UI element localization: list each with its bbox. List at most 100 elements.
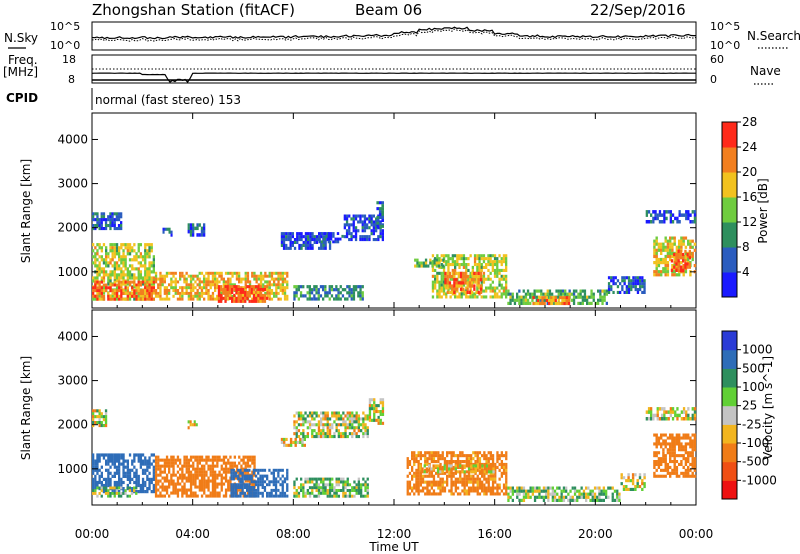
scatter-cell (551, 489, 554, 493)
scatter-cell (98, 415, 101, 419)
scatter-cell (241, 288, 245, 292)
scatter-cell (505, 483, 508, 487)
scatter-cell (472, 486, 475, 490)
scatter-cell (381, 201, 384, 205)
scatter-cell (152, 291, 155, 295)
scatter-cell (631, 487, 635, 491)
scatter-cell (286, 468, 289, 472)
scatter-cell (664, 474, 667, 478)
scatter-cell (233, 464, 236, 468)
scatter-cell (520, 301, 523, 305)
scatter-cell (625, 487, 628, 491)
scatter-cell (203, 291, 206, 295)
scatter-cell (662, 439, 665, 443)
colorbar-tick-label: 24 (742, 140, 757, 154)
scatter-cell (533, 498, 537, 502)
scatter-cell (189, 289, 193, 292)
scatter-cell (466, 284, 469, 288)
scatter-cell (348, 491, 352, 495)
scatter-cell (285, 232, 288, 236)
scatter-cell (582, 492, 586, 496)
scatter-cell (364, 486, 367, 490)
scatter-cell (613, 489, 617, 493)
scatter-cell (115, 468, 119, 472)
scatter-cell (194, 473, 197, 477)
scatter-cell (442, 286, 446, 290)
scatter-cell (189, 482, 193, 486)
scatter-cell (331, 489, 334, 492)
scatter-cell (685, 417, 688, 421)
scatter-cell (540, 489, 543, 493)
scatter-cell (207, 494, 210, 498)
scatter-cell (664, 439, 667, 443)
scatter-cell (198, 291, 201, 295)
scatter-cell (372, 226, 375, 230)
scatter-cell (120, 480, 123, 485)
scatter-cell (96, 471, 99, 475)
scatter-cell (333, 420, 336, 424)
scatter-cell (154, 476, 158, 480)
scatter-cell (542, 498, 546, 502)
scatter-cell (181, 470, 184, 474)
scatter-cell (324, 491, 327, 495)
scatter-cell (320, 423, 323, 427)
scatter-cell (357, 477, 360, 481)
scatter-cell (511, 292, 514, 296)
scatter-cell (663, 210, 666, 214)
scatter-cell (104, 421, 108, 425)
scatter-cell (494, 471, 497, 475)
scatter-cell (205, 289, 208, 292)
scatter-cell (453, 284, 456, 288)
scatter-cell (118, 483, 121, 488)
nsky-line (91, 26, 696, 40)
scatter-cell (205, 494, 208, 498)
scatter-cell (189, 280, 193, 284)
scatter-cell (277, 494, 280, 498)
scatter-cell (94, 252, 97, 256)
scatter-cell (478, 483, 482, 487)
scatter-cell (610, 276, 613, 280)
scatter-cell (485, 257, 488, 261)
scatter-cell (673, 468, 676, 472)
scatter-cell (442, 254, 446, 258)
scatter-cell (691, 451, 694, 455)
scatter-cell (505, 486, 508, 490)
scatter-cell (406, 486, 409, 490)
scatter-cell (300, 486, 303, 490)
scatter-cell (661, 413, 664, 418)
scatter-cell (666, 273, 670, 277)
scatter-cell (498, 268, 501, 272)
scatter-cell (689, 242, 692, 246)
scatter-cell (192, 233, 195, 237)
scatter-cell (92, 465, 95, 469)
scatter-cell (304, 494, 307, 498)
scatter-cell (424, 264, 428, 268)
scatter-cell (92, 289, 95, 293)
scatter-cell (216, 280, 219, 284)
scatter-cell (235, 277, 239, 281)
scatter-cell (144, 264, 147, 268)
scatter-cell (350, 297, 353, 301)
scatter-cell (252, 488, 255, 492)
scatter-cell (320, 477, 323, 481)
scatter-cell (432, 457, 436, 461)
scatter-cell (250, 486, 253, 489)
scatter-cell (328, 243, 332, 247)
scatter-cell (687, 407, 690, 411)
scatter-cell (297, 486, 301, 490)
scatter-cell (320, 435, 323, 439)
scatter-cell (476, 480, 479, 484)
scatter-cell (625, 479, 628, 483)
scatter-cell (144, 252, 147, 256)
scatter-cell (691, 417, 694, 421)
scatter-cell (350, 288, 353, 292)
scatter-cell (377, 404, 380, 408)
scatter-cell (589, 489, 592, 493)
scatter-cell (502, 257, 506, 261)
scatter-cell (122, 468, 125, 472)
scatter-cell (322, 486, 325, 490)
scatter-cell (489, 462, 492, 466)
scatter-cell (98, 218, 101, 222)
scatter-cell (277, 474, 280, 478)
scatter-cell (478, 268, 481, 272)
